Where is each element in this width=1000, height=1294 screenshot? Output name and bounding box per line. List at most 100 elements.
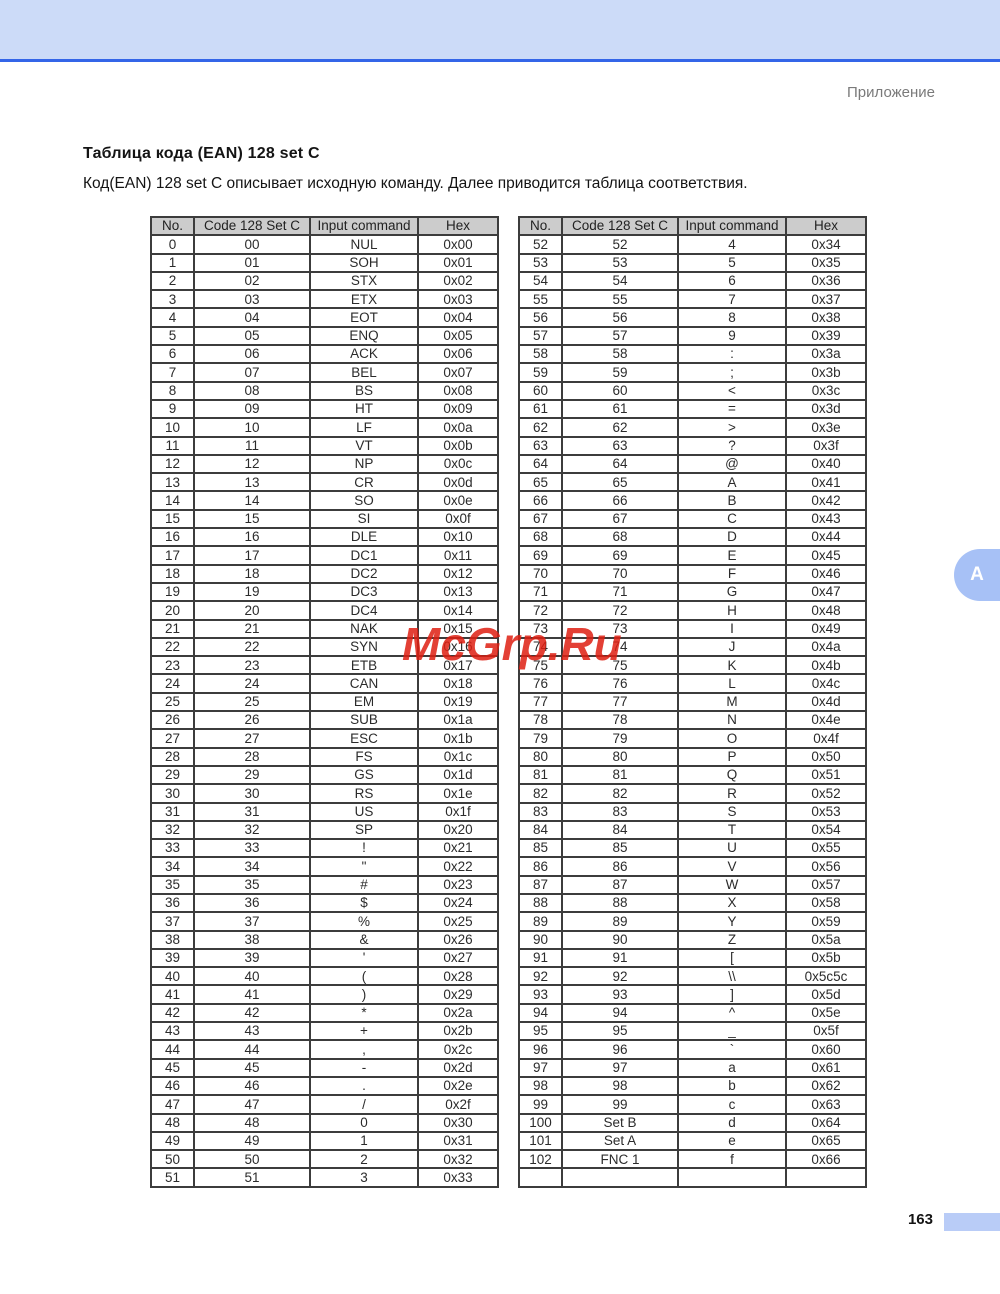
table-row: 38 38 & 0x26 [151, 930, 498, 949]
table-cell: ETB [310, 656, 418, 675]
table-cell: 0x24 [418, 893, 498, 913]
table-cell: 76 [519, 674, 562, 693]
table-cell: 27 [151, 729, 194, 748]
column-header: Code 128 Set C [562, 217, 678, 236]
table-cell: 12 [151, 454, 194, 474]
table-cell: 30 [194, 784, 310, 803]
table-cell: Set A [562, 1131, 678, 1151]
table-cell: 0x14 [418, 601, 498, 620]
table-row: 85 85 U 0x55 [519, 839, 866, 858]
table-cell: 84 [519, 820, 562, 840]
table-cell: 21 [151, 619, 194, 638]
table-row: 43 43 +0x2b [151, 1022, 498, 1041]
table-cell: 51 [194, 1168, 310, 1187]
table-row: 4 04 EOT 0x04 [151, 308, 498, 327]
table-row: 23 23 ETB 0x17 [151, 656, 498, 675]
table-cell: 0x2c [418, 1040, 498, 1059]
table-cell: * [310, 1003, 418, 1023]
table-cell: EOT [310, 308, 418, 327]
table-row: 57 57 9 0x39 [519, 326, 866, 346]
table-cell: 37 [194, 912, 310, 931]
table-cell: ENQ [310, 326, 418, 346]
table-cell: 27 [194, 729, 310, 748]
table-cell: O [678, 729, 786, 748]
table-cell: 03 [194, 290, 310, 309]
table-cell: 76 [562, 674, 678, 693]
table-cell: 62 [519, 418, 562, 437]
table-cell: 17 [151, 546, 194, 565]
table-row: 87 87 W 0x57 [519, 875, 866, 894]
column-header: Input command [310, 217, 418, 236]
table-cell: " [310, 857, 418, 876]
table-cell: 73 [519, 619, 562, 638]
table-cell: 0x1d [418, 765, 498, 785]
table-row: 66 66 B 0x42 [519, 491, 866, 510]
table-cell: ' [310, 948, 418, 968]
table-cell: 0x0a [418, 418, 498, 437]
table-cell: 87 [519, 875, 562, 894]
table-cell: . [310, 1076, 418, 1096]
table-cell: 0x49 [786, 619, 866, 638]
table-cell: 23 [194, 656, 310, 675]
table-row: 69 69 E 0x45 [519, 546, 866, 565]
table-row: 72 72 H 0x48 [519, 601, 866, 620]
table-cell: 0x61 [786, 1058, 866, 1077]
table-cell: LF [310, 418, 418, 437]
column-header: No. [519, 217, 562, 236]
table-cell: D [678, 528, 786, 547]
table-cell: 0x08 [418, 381, 498, 400]
table-cell: 23 [151, 656, 194, 675]
table-cell: 16 [194, 528, 310, 547]
table-cell: 0x31 [418, 1131, 498, 1151]
table-row: 10 10 LF 0x0a [151, 418, 498, 437]
page-number: 163 [907, 1211, 933, 1228]
table-cell: 14 [151, 491, 194, 510]
table-cell: 29 [151, 765, 194, 785]
table-cell: GS [310, 765, 418, 785]
table-cell: 0x17 [418, 656, 498, 675]
table-row: 92 92 \\ 0x5c5c [519, 967, 866, 986]
table-cell: 7 [151, 363, 194, 382]
table-cell: 63 [562, 436, 678, 455]
table-cell: 0x38 [786, 308, 866, 327]
table-cell: P [678, 747, 786, 766]
code-table-left: No. Code 128 Set C Input command Hex 0 00 NUL 0… [150, 216, 499, 1188]
table-row: 11 11 VT 0x0b [151, 436, 498, 455]
table-cell: + [310, 1022, 418, 1041]
table-cell: 0x05 [418, 326, 498, 346]
table-row: 81 81 Q 0x51 [519, 765, 866, 785]
table-cell: - [310, 1058, 418, 1077]
table-row: 39 39 ' 0x27 [151, 948, 498, 968]
table-cell: 90 [562, 930, 678, 949]
table-cell: 06 [194, 345, 310, 364]
table-cell: 99 [562, 1095, 678, 1114]
table-cell: 29 [194, 765, 310, 785]
table-cell: 32 [151, 820, 194, 840]
table-cell: 35 [194, 875, 310, 894]
column-header: Hex [418, 217, 498, 236]
table-cell: 07 [194, 363, 310, 382]
table-row: 9 09 HT 0x09 [151, 399, 498, 419]
table-row: 78 78 N 0x4e [519, 711, 866, 730]
table-row: 3 03 ETX 0x03 [151, 290, 498, 309]
table-row: 75 75 K 0x4b [519, 656, 866, 675]
table-row: 5 05 ENQ 0x05 [151, 326, 498, 346]
table-row: 29 29 GS 0x1d [151, 765, 498, 785]
table-cell: 0x2f [418, 1095, 498, 1114]
table-cell: 57 [562, 326, 678, 346]
table-cell: BS [310, 381, 418, 400]
table-cell: 6 [151, 345, 194, 364]
table-cell: 9 [678, 326, 786, 346]
table-cell: 0x41 [786, 473, 866, 492]
table-row: 79 79 O 0x4f [519, 729, 866, 748]
table-cell: 1 [310, 1131, 418, 1151]
table-cell: 28 [151, 747, 194, 766]
table-row: 54 54 6 0x36 [519, 271, 866, 291]
table-cell: 0x23 [418, 875, 498, 894]
table-cell: 9 [151, 399, 194, 419]
table-cell: 0x2b [418, 1022, 498, 1041]
table-cell: 0x28 [418, 967, 498, 986]
table-cell: 49 [151, 1131, 194, 1151]
table-cell: 18 [151, 564, 194, 583]
